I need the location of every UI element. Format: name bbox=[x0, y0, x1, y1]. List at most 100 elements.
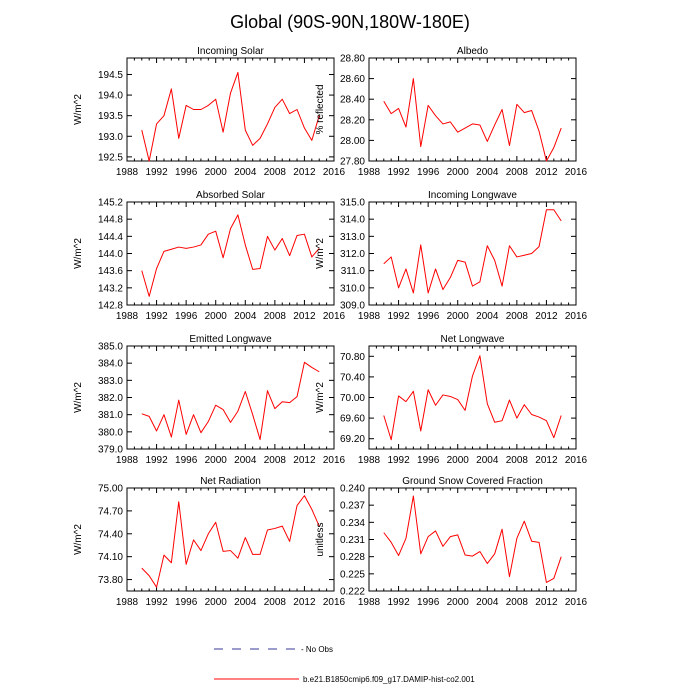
legend: - No Obs b.e21.B1850cmip6.f09_g17.DAMIP-… bbox=[214, 645, 475, 684]
y-tick-label: 384.0 bbox=[98, 359, 123, 370]
x-tick-label: 1992 bbox=[387, 311, 410, 322]
series-line bbox=[141, 361, 320, 441]
x-tick-label: 2008 bbox=[506, 311, 529, 322]
x-tick-label: 1996 bbox=[417, 597, 440, 608]
x-tick-label: 1988 bbox=[358, 455, 381, 466]
panels: Incoming Solar W/m^2 192.5 193.0 193.5 194.0 1… bbox=[73, 46, 588, 608]
x-tick-label: 1996 bbox=[175, 167, 198, 178]
x-tick-label: 1996 bbox=[175, 597, 198, 608]
y-tick-label: 145.2 bbox=[98, 198, 123, 209]
y-tick-label: 314.0 bbox=[340, 215, 365, 226]
x-tick-label: 1996 bbox=[175, 311, 198, 322]
y-tick-label: 380.0 bbox=[98, 427, 123, 438]
panel-title: Ground Snow Covered Fraction bbox=[402, 476, 543, 487]
x-tick-label: 2000 bbox=[205, 597, 228, 608]
y-tick-label: 144.8 bbox=[98, 215, 123, 226]
y-axis-label: W/m^2 bbox=[73, 382, 84, 413]
x-tick-label: 2012 bbox=[293, 597, 316, 608]
y-tick-label: 193.0 bbox=[98, 132, 123, 143]
panel-title: Incoming Longwave bbox=[428, 190, 517, 201]
x-tick-label: 2000 bbox=[447, 597, 470, 608]
y-tick-label: 382.0 bbox=[98, 393, 123, 404]
y-tick-label: 28.20 bbox=[340, 115, 365, 126]
y-axis-label: % reflected bbox=[315, 84, 326, 134]
plot-frame bbox=[368, 57, 577, 162]
series-line bbox=[383, 209, 562, 294]
y-axis-label: W/m^2 bbox=[73, 238, 84, 269]
x-tick-label: 2012 bbox=[293, 455, 316, 466]
x-tick-label: 2008 bbox=[264, 167, 287, 178]
y-tick-label: 194.5 bbox=[98, 70, 123, 81]
panel-emitted-longwave: Emitted Longwave W/m^2 379.0 380.0 381.0 382.… bbox=[73, 334, 346, 466]
y-tick-label: 74.70 bbox=[98, 506, 123, 517]
x-tick-label: 1992 bbox=[145, 311, 168, 322]
x-tick-label: 2016 bbox=[323, 597, 346, 608]
y-axis-label: W/m^2 bbox=[73, 94, 84, 125]
x-tick-label: 2008 bbox=[506, 455, 529, 466]
y-tick-label: 144.4 bbox=[98, 232, 123, 243]
panel-title: Albedo bbox=[457, 46, 489, 57]
x-tick-label: 2004 bbox=[234, 597, 257, 608]
x-tick-label: 2012 bbox=[293, 167, 316, 178]
x-tick-label: 1996 bbox=[417, 167, 440, 178]
y-tick-label: 143.6 bbox=[98, 266, 123, 277]
x-tick-label: 2000 bbox=[205, 167, 228, 178]
y-tick-label: 0.222 bbox=[340, 587, 365, 598]
x-tick-label: 1988 bbox=[358, 311, 381, 322]
y-tick-label: 383.0 bbox=[98, 376, 123, 387]
y-tick-label: 0.225 bbox=[340, 569, 365, 580]
x-tick-label: 2012 bbox=[535, 167, 558, 178]
x-tick-label: 1996 bbox=[175, 455, 198, 466]
x-tick-label: 1992 bbox=[145, 597, 168, 608]
y-tick-label: 194.0 bbox=[98, 91, 123, 102]
y-tick-label: 143.2 bbox=[98, 283, 123, 294]
x-tick-label: 2016 bbox=[565, 597, 588, 608]
plot-frame bbox=[126, 487, 335, 592]
x-tick-label: 2008 bbox=[264, 597, 287, 608]
x-tick-label: 2016 bbox=[323, 167, 346, 178]
x-tick-label: 1988 bbox=[116, 167, 139, 178]
x-tick-label: 2016 bbox=[565, 167, 588, 178]
panel-absorbed-solar: Absorbed Solar W/m^2 142.8 143.2 143.6 144.0 1… bbox=[73, 190, 346, 322]
y-tick-label: 192.5 bbox=[98, 152, 123, 163]
x-tick-label: 2016 bbox=[565, 455, 588, 466]
y-tick-label: 70.40 bbox=[340, 372, 365, 383]
panel-net-radiation: Net Radiation W/m^2 73.80 74.10 74.40 74.70 75… bbox=[73, 476, 346, 608]
y-tick-label: 0.237 bbox=[340, 501, 365, 512]
x-tick-label: 2008 bbox=[506, 167, 529, 178]
x-tick-label: 2016 bbox=[565, 311, 588, 322]
y-tick-label: 379.0 bbox=[98, 445, 123, 456]
panel-incoming-longwave: Incoming Longwave W/m^2 309.0 310.0 311.0 312… bbox=[315, 190, 588, 322]
series-line bbox=[141, 71, 320, 162]
legend-no-obs-label: - No Obs bbox=[301, 645, 333, 654]
x-tick-label: 2008 bbox=[506, 597, 529, 608]
y-tick-label: 385.0 bbox=[98, 342, 123, 353]
y-tick-label: 142.8 bbox=[98, 301, 123, 312]
x-tick-label: 1992 bbox=[387, 455, 410, 466]
y-tick-label: 315.0 bbox=[340, 198, 365, 209]
panel-title: Absorbed Solar bbox=[196, 190, 266, 201]
y-axis-label: W/m^2 bbox=[315, 238, 326, 269]
y-axis-label: W/m^2 bbox=[315, 382, 326, 413]
y-tick-label: 381.0 bbox=[98, 410, 123, 421]
x-tick-label: 2000 bbox=[447, 311, 470, 322]
x-tick-label: 2004 bbox=[476, 455, 499, 466]
series-line bbox=[383, 78, 562, 162]
panel-ground-snow-covered-fraction: Ground Snow Covered Fraction unitless 0.22… bbox=[315, 476, 588, 608]
y-tick-label: 28.80 bbox=[340, 54, 365, 65]
plot-frame bbox=[126, 57, 335, 162]
legend-case-label: b.e21.B1850cmip6.f09_g17.DAMIP-hist-co2.… bbox=[303, 675, 475, 684]
x-tick-label: 2016 bbox=[323, 311, 346, 322]
x-tick-label: 2016 bbox=[323, 455, 346, 466]
x-tick-label: 2004 bbox=[234, 167, 257, 178]
plot-frame bbox=[126, 201, 335, 306]
x-tick-label: 2004 bbox=[476, 597, 499, 608]
panel-incoming-solar: Incoming Solar W/m^2 192.5 193.0 193.5 194.0 1… bbox=[73, 46, 346, 178]
y-axis-label: W/m^2 bbox=[73, 524, 84, 555]
x-tick-label: 2008 bbox=[264, 455, 287, 466]
y-tick-label: 0.228 bbox=[340, 552, 365, 563]
y-tick-label: 0.240 bbox=[340, 484, 365, 495]
panel-title: Net Radiation bbox=[200, 476, 261, 487]
y-tick-label: 74.10 bbox=[98, 552, 123, 563]
